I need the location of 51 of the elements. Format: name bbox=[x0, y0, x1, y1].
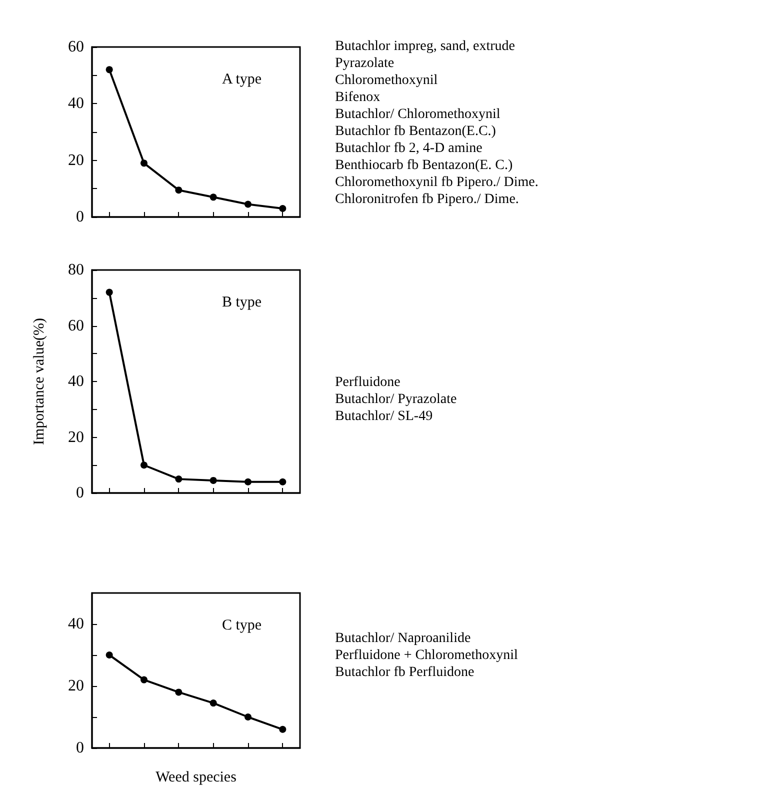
y-tick-label: 20 bbox=[68, 152, 84, 169]
y-tick-label: 0 bbox=[76, 484, 84, 502]
point bbox=[106, 66, 113, 74]
text: Perfluidone + Chloromethoxynil bbox=[335, 648, 518, 663]
point bbox=[244, 200, 252, 208]
point bbox=[106, 652, 113, 658]
text: Butachlor/ Naproanilide bbox=[335, 631, 471, 646]
y-tick-label: 40 bbox=[68, 95, 84, 112]
point bbox=[140, 462, 148, 469]
y-axis-title: Importance value(%) bbox=[32, 318, 48, 446]
point bbox=[140, 160, 148, 167]
point bbox=[244, 714, 252, 720]
point bbox=[210, 700, 217, 707]
point bbox=[175, 688, 182, 696]
y-tick-label: 60 bbox=[68, 317, 84, 334]
point bbox=[175, 476, 182, 483]
text: Butachlor/ Chloromethoxynil bbox=[335, 107, 500, 122]
text: Butachlor impreg, sand, extrude bbox=[335, 39, 516, 54]
annotation: B type bbox=[222, 294, 262, 310]
text: Chloromethoxynil fb Pipero./ Dime. bbox=[335, 175, 538, 190]
point bbox=[279, 205, 286, 212]
annotation: A type bbox=[222, 72, 262, 88]
point bbox=[279, 726, 286, 733]
point bbox=[244, 478, 252, 486]
y-tick-label: 40 bbox=[68, 373, 84, 390]
text: Butachlor fb Bentazon(E.C.) bbox=[335, 124, 496, 139]
point bbox=[210, 194, 217, 201]
text: Butachlor fb Perfluidone bbox=[335, 665, 474, 680]
text: Butachlor/ SL-49 bbox=[335, 409, 433, 424]
y-tick-label: 20 bbox=[68, 428, 84, 446]
point bbox=[210, 476, 217, 484]
point bbox=[175, 186, 182, 194]
y-tick-label: 0 bbox=[76, 740, 84, 756]
point bbox=[279, 478, 286, 486]
y-tick-label: 40 bbox=[68, 616, 84, 632]
text: Chloronitrofen fb Pipero./ Dime. bbox=[335, 192, 519, 207]
point bbox=[140, 676, 148, 684]
y-tick-label: 0 bbox=[76, 208, 84, 226]
point bbox=[106, 288, 113, 296]
text: Butachlor/ Pyrazolate bbox=[335, 392, 457, 407]
y-tick-label: 60 bbox=[68, 38, 84, 56]
text: Bifenox bbox=[335, 90, 380, 105]
x-axis-title: Weed species bbox=[156, 770, 237, 786]
y-tick-label: 20 bbox=[68, 678, 84, 694]
y-tick-label: 80 bbox=[68, 262, 84, 278]
text: Pyrazolate bbox=[335, 56, 394, 71]
annotation: C type bbox=[222, 618, 262, 634]
text: Perfluidone bbox=[335, 375, 400, 390]
text: Chloromethoxynil bbox=[335, 73, 438, 88]
text: Butachlor fb 2, 4-D amine bbox=[335, 141, 482, 156]
text: Benthiocarb fb Bentazon(E. C.) bbox=[335, 158, 514, 173]
